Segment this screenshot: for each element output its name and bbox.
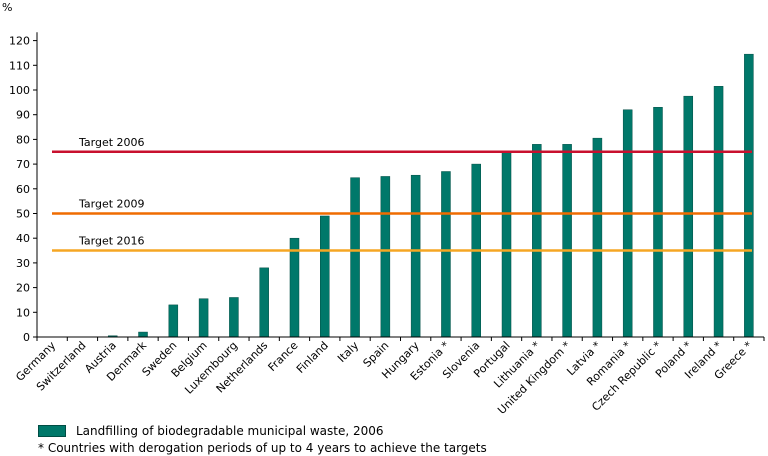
bar (289, 237, 300, 338)
bar (350, 177, 360, 338)
bars (107, 53, 754, 338)
bar (138, 331, 148, 338)
bar (592, 137, 603, 338)
bar (259, 267, 269, 338)
y-tick-label: 30 (16, 257, 30, 270)
y-tick-label: 10 (16, 306, 30, 319)
target-label: Target 2006 (78, 136, 145, 149)
y-tick-label: 90 (16, 109, 30, 122)
y-tick-label: 50 (16, 208, 30, 221)
y-axis-unit-label: % (2, 1, 12, 14)
bar (320, 215, 330, 338)
y-tick-label: 0 (23, 331, 30, 344)
x-axis: GermanySwitzerlandAustriaDenmarkSwedenBe… (13, 336, 765, 417)
bar (380, 176, 391, 338)
bar (501, 151, 512, 338)
y-tick-label: 60 (16, 183, 30, 196)
bar (562, 144, 572, 338)
y-tick-label: 40 (16, 232, 30, 245)
y-tick-label: 120 (9, 35, 30, 48)
y-tick-label: 20 (16, 282, 30, 295)
y-tick-label: 100 (9, 84, 30, 97)
bar (653, 107, 663, 338)
x-tick-label: Finland (294, 339, 331, 376)
bar (622, 109, 633, 338)
bar (713, 86, 724, 338)
y-tick-label: 80 (16, 133, 30, 146)
bar (744, 53, 754, 338)
legend-swatch (38, 425, 66, 437)
y-tick-label: 70 (16, 158, 30, 171)
bar (410, 174, 421, 338)
footnote: * Countries with derogation periods of u… (38, 441, 487, 455)
bar (683, 95, 694, 338)
y-tick-label: 110 (9, 59, 30, 72)
legend-label: Landfilling of biodegradable municipal w… (76, 424, 384, 438)
bar (168, 304, 179, 338)
bar (198, 298, 209, 338)
target-label: Target 2009 (78, 198, 145, 211)
bar (532, 144, 542, 338)
bar (229, 297, 239, 338)
target-lines: Target 2006 Target 2009 Target 2016 (52, 136, 752, 252)
x-tick-label: Italy (335, 339, 361, 365)
y-axis: 0 10 20 30 40 50 60 70 80 90 100 110 120% (2, 1, 38, 344)
bar (441, 171, 451, 338)
target-label: Target 2016 (78, 235, 145, 248)
bar-chart: 0 10 20 30 40 50 60 70 80 90 100 110 120% Target 200… (2, 1, 765, 417)
legend: Landfilling of biodegradable municipal w… (38, 424, 384, 438)
